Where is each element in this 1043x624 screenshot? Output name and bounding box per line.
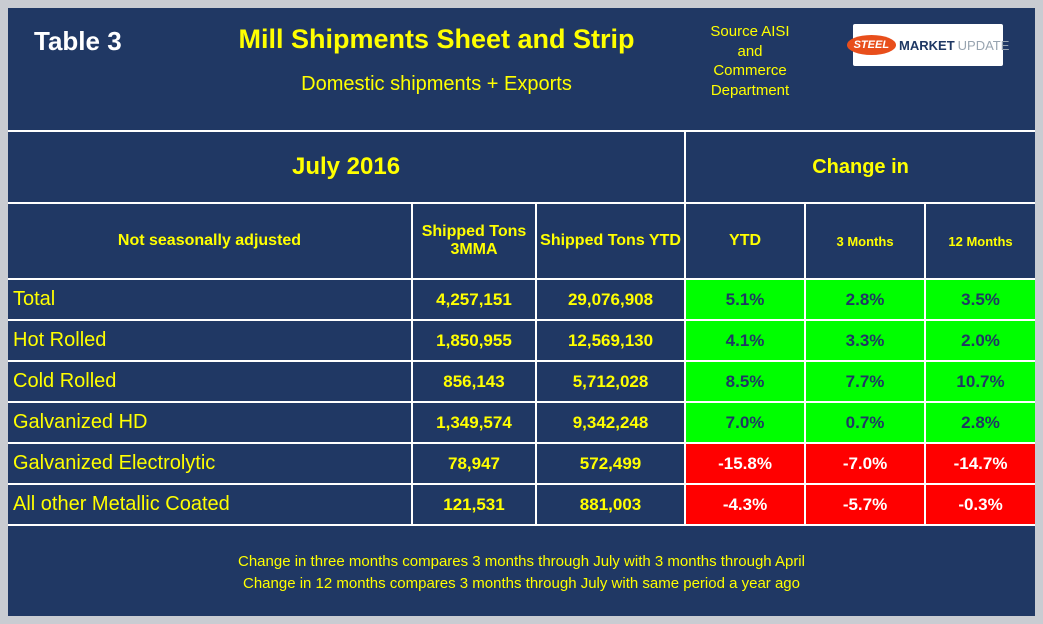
row-label-cell: Hot Rolled bbox=[8, 319, 413, 362]
col-header-12-months: 12 Months bbox=[924, 202, 1035, 280]
col-header-shipped-3mma: Shipped Tons 3MMA bbox=[411, 202, 537, 280]
twelve-month-change-cell: 3.5% bbox=[924, 278, 1035, 321]
ytd-change-cell: 7.0% bbox=[684, 401, 807, 444]
table-band-row: July 2016 Change in bbox=[8, 130, 1035, 204]
table-number-label: Table 3 bbox=[34, 26, 122, 56]
three-month-change-cell: 7.7% bbox=[804, 360, 927, 403]
shipped-ytd-cell: 29,076,908 bbox=[534, 278, 687, 321]
three-month-change-cell: 0.7% bbox=[804, 401, 927, 444]
shipped-3mma-cell: 78,947 bbox=[411, 442, 537, 485]
table-row: Galvanized HD 1,349,574 9,342,248 7.0% 0… bbox=[8, 401, 1035, 444]
shipped-ytd-cell: 572,499 bbox=[534, 442, 687, 485]
report-header: Table 3 Mill Shipments Sheet and Strip D… bbox=[8, 8, 1035, 130]
shipments-table: July 2016 Change in Not seasonally adjus… bbox=[8, 130, 1035, 526]
shipped-3mma-cell: 1,850,955 bbox=[411, 319, 537, 362]
logo-steel-badge: STEEL bbox=[846, 35, 897, 55]
table-row: Hot Rolled 1,850,955 12,569,130 4.1% 3.3… bbox=[8, 319, 1035, 362]
smu-logo: STEEL MARKET UPDATE bbox=[846, 24, 1009, 66]
three-month-change-cell: -5.7% bbox=[804, 483, 927, 526]
logo-update-text: UPDATE bbox=[957, 37, 1010, 53]
ytd-change-cell: -15.8% bbox=[684, 442, 807, 485]
twelve-month-change-cell: -0.3% bbox=[924, 483, 1035, 526]
twelve-month-change-cell: 10.7% bbox=[924, 360, 1035, 403]
footnotes: Change in three months compares 3 months… bbox=[8, 526, 1035, 616]
ytd-change-cell: 5.1% bbox=[684, 278, 807, 321]
table-row: All other Metallic Coated 121,531 881,00… bbox=[8, 483, 1035, 526]
three-month-change-cell: 2.8% bbox=[804, 278, 927, 321]
row-label-cell: Galvanized Electrolytic bbox=[8, 442, 413, 485]
shipped-ytd-cell: 12,569,130 bbox=[534, 319, 687, 362]
shipped-3mma-cell: 121,531 bbox=[411, 483, 537, 526]
ytd-change-cell: -4.3% bbox=[684, 483, 807, 526]
col-header-ytd: YTD bbox=[684, 202, 807, 280]
shipped-3mma-cell: 856,143 bbox=[411, 360, 537, 403]
row-label-cell: Total bbox=[8, 278, 413, 321]
row-label-cell: Galvanized HD bbox=[8, 401, 413, 444]
shipped-ytd-cell: 5,712,028 bbox=[534, 360, 687, 403]
table-row: Cold Rolled 856,143 5,712,028 8.5% 7.7% … bbox=[8, 360, 1035, 403]
twelve-month-change-cell: 2.8% bbox=[924, 401, 1035, 444]
twelve-month-change-cell: -14.7% bbox=[924, 442, 1035, 485]
shipped-ytd-cell: 9,342,248 bbox=[534, 401, 687, 444]
col-header-label: Not seasonally adjusted bbox=[8, 202, 413, 280]
title-block: Mill Shipments Sheet and Strip Domestic … bbox=[198, 8, 675, 96]
ytd-change-cell: 4.1% bbox=[684, 319, 807, 362]
table-row: Total 4,257,151 29,076,908 5.1% 2.8% 3.5… bbox=[8, 278, 1035, 321]
change-in-header: Change in bbox=[684, 130, 1035, 204]
twelve-month-change-cell: 2.0% bbox=[924, 319, 1035, 362]
row-label-cell: Cold Rolled bbox=[8, 360, 413, 403]
col-header-shipped-ytd: Shipped Tons YTD bbox=[534, 202, 687, 280]
footnote-line-1: Change in three months compares 3 months… bbox=[238, 552, 805, 570]
shipped-3mma-cell: 4,257,151 bbox=[411, 278, 537, 321]
shipped-3mma-cell: 1,349,574 bbox=[411, 401, 537, 444]
row-label-cell: All other Metallic Coated bbox=[8, 483, 413, 526]
footnote-line-2: Change in 12 months compares 3 months th… bbox=[243, 574, 800, 592]
col-header-3-months: 3 Months bbox=[804, 202, 927, 280]
ytd-change-cell: 8.5% bbox=[684, 360, 807, 403]
three-month-change-cell: 3.3% bbox=[804, 319, 927, 362]
table-row: Galvanized Electrolytic 78,947 572,499 -… bbox=[8, 442, 1035, 485]
report-subtitle: Domestic shipments + Exports bbox=[301, 73, 572, 95]
shipped-ytd-cell: 881,003 bbox=[534, 483, 687, 526]
period-header: July 2016 bbox=[8, 130, 687, 204]
three-month-change-cell: -7.0% bbox=[804, 442, 927, 485]
report-title: Mill Shipments Sheet and Strip bbox=[238, 24, 635, 54]
source-note: Source AISI and Commerce Department bbox=[710, 23, 790, 99]
column-header-row: Not seasonally adjusted Shipped Tons 3MM… bbox=[8, 202, 1035, 280]
logo-market-text: MARKET bbox=[899, 37, 955, 53]
